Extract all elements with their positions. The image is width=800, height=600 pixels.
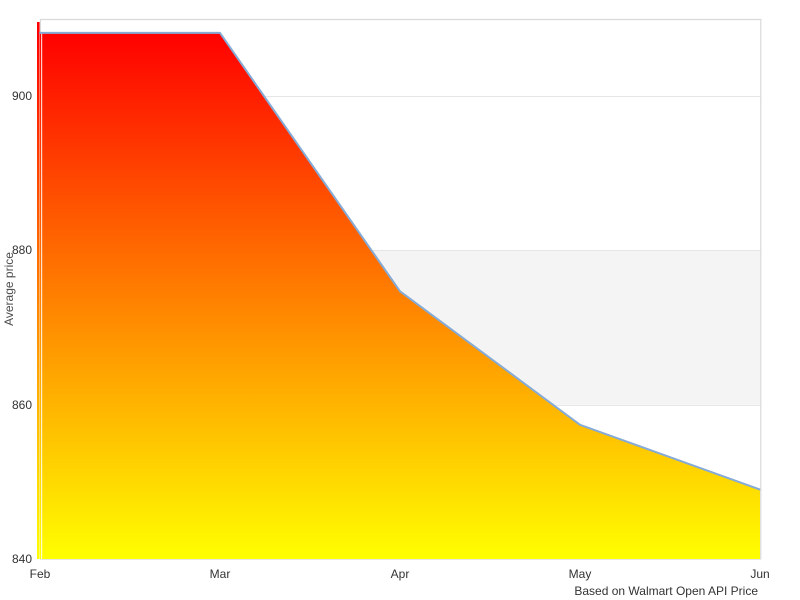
- x-tick-label: Mar: [209, 567, 231, 581]
- area-fill: [40, 32, 760, 559]
- chart-caption: Based on Walmart Open API Price: [574, 584, 758, 598]
- y-axis-title: Average price: [2, 252, 16, 326]
- y-tick-label: 860: [11, 397, 32, 412]
- x-tick-label: Apr: [390, 567, 410, 581]
- y-tick-label: 840: [11, 552, 32, 566]
- edge-strip: [37, 22, 40, 559]
- x-tick-label: May: [568, 567, 592, 581]
- series-line: [39, 31, 761, 491]
- y-tick-label: 900: [11, 89, 32, 104]
- x-tick-label: Jun: [750, 567, 770, 581]
- y-tick-label: 880: [11, 243, 32, 258]
- x-tick-label: Feb: [29, 567, 51, 581]
